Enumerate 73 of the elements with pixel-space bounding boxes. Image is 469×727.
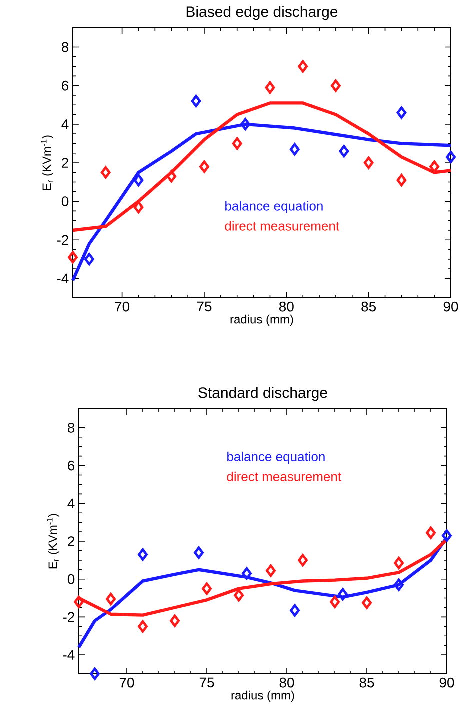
y-tick-label: -2 — [57, 235, 68, 246]
y-tick-label: 0 — [62, 196, 69, 207]
x-tick-label: 70 — [120, 678, 134, 688]
point — [134, 174, 144, 187]
text: balance equation — [228, 452, 325, 464]
point — [200, 160, 210, 174]
chart-title: Biased edge discharge — [186, 6, 338, 20]
y-tick-label: -4 — [57, 274, 69, 284]
point — [331, 80, 341, 92]
y-tick-label: 2 — [62, 158, 68, 168]
point — [298, 554, 308, 567]
point — [394, 578, 404, 592]
point — [339, 145, 350, 158]
point — [396, 174, 407, 187]
point — [100, 166, 111, 179]
text: direct measurement — [227, 472, 342, 482]
x-tick-label: 80 — [279, 302, 294, 312]
point — [446, 151, 456, 164]
y-tick-label: 6 — [62, 80, 69, 91]
point — [234, 589, 244, 602]
line-series — [71, 102, 453, 232]
point — [426, 526, 436, 540]
point — [68, 251, 78, 264]
x-axis-title: radius (mm) — [232, 690, 294, 702]
point — [442, 530, 452, 542]
x-tick-label: 70 — [115, 302, 130, 312]
y-axis-title: E$_{r}$ (KVm$^{-1}$) — [41, 136, 54, 190]
y-tick-label: 8 — [62, 42, 69, 52]
x-tick-label: 90 — [444, 302, 458, 312]
point — [266, 564, 276, 578]
y-tick-label: 4 — [62, 120, 69, 130]
point — [240, 118, 251, 131]
x-tick-label: 75 — [200, 678, 214, 688]
text: balance equation — [226, 201, 323, 214]
point — [134, 201, 144, 214]
point — [298, 60, 308, 73]
x-tick-label: 85 — [360, 678, 374, 688]
x-tick-label: 80 — [280, 678, 294, 688]
point — [394, 557, 404, 570]
point — [362, 596, 372, 610]
x-axis-title: radius (mm) — [230, 314, 294, 326]
point — [84, 253, 94, 266]
point — [364, 156, 374, 170]
point — [242, 567, 252, 580]
y-tick-label: 2 — [68, 536, 74, 546]
point — [338, 588, 348, 601]
point — [191, 95, 202, 108]
point — [90, 668, 100, 680]
y-tick-label: -2 — [63, 612, 74, 622]
chart-title: Standard discharge — [198, 387, 328, 402]
y-tick-label: 0 — [68, 574, 75, 584]
point — [170, 614, 180, 628]
point — [202, 582, 212, 596]
y-axis-title: E$_{r}$ (KVm$^{-1}$) — [47, 514, 60, 569]
point — [166, 170, 177, 183]
point — [265, 82, 276, 94]
x-tick-label: 90 — [440, 678, 454, 688]
x-tick-label: 75 — [197, 302, 212, 312]
point — [138, 548, 148, 561]
point — [330, 596, 340, 608]
y-tick-label: -4 — [63, 650, 75, 660]
y-tick-label: 4 — [68, 498, 75, 508]
point — [138, 620, 148, 633]
y-tick-label: 8 — [68, 422, 75, 433]
point — [396, 106, 407, 120]
point — [232, 138, 242, 150]
x-tick-label: 85 — [362, 302, 376, 312]
point — [290, 604, 300, 617]
y-tick-label: 6 — [68, 460, 75, 471]
text: direct measurement — [225, 221, 340, 231]
point — [290, 143, 300, 156]
point — [194, 546, 204, 560]
point — [106, 593, 116, 606]
